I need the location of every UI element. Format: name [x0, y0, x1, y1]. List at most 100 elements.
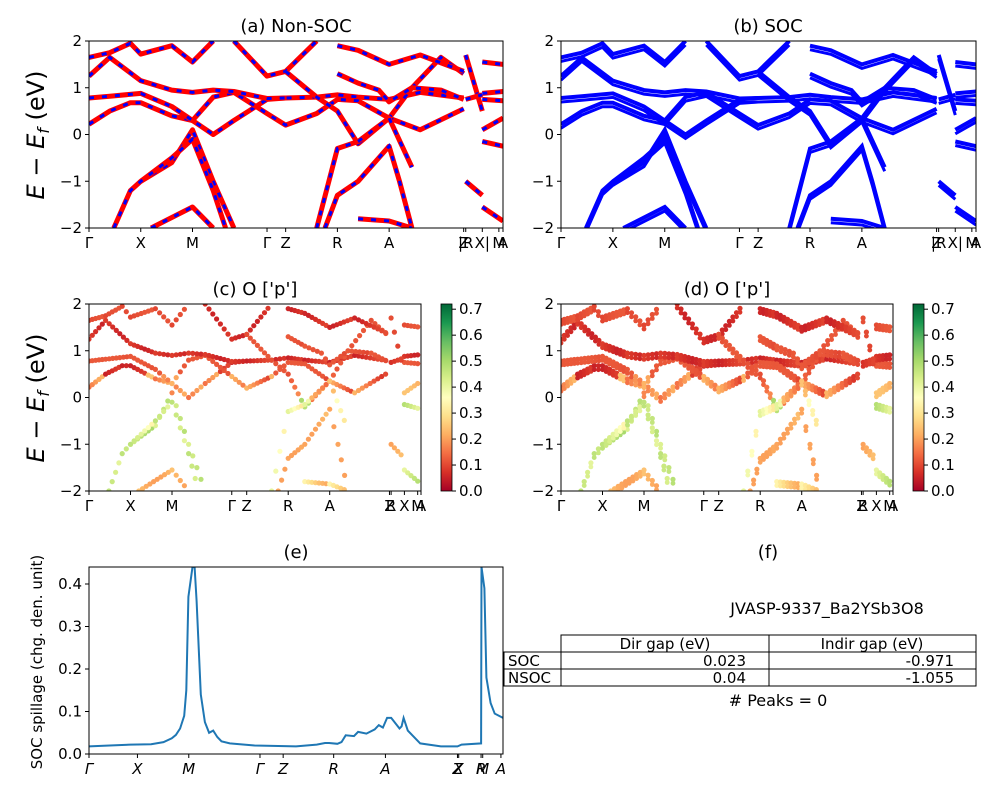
band-point: [624, 376, 631, 382]
band-point: [781, 435, 787, 441]
band-line-soc: [955, 89, 976, 96]
band-point: [674, 304, 680, 307]
band-point: [371, 378, 377, 384]
xtick-label: Z: [384, 497, 394, 515]
band-point: [173, 375, 179, 381]
band-point: [654, 355, 659, 361]
band-line-soc-split: [705, 43, 791, 82]
band-point: [807, 445, 813, 451]
ytick-label: 0: [72, 389, 82, 407]
band-line-soc-split: [612, 130, 707, 228]
band-point: [628, 351, 635, 357]
xtick-label: X: [125, 497, 135, 515]
band-point: [285, 371, 291, 377]
scatter-c: [89, 304, 421, 491]
band-point: [753, 372, 759, 377]
band-point: [254, 318, 260, 324]
band-point: [571, 378, 577, 384]
band-point: [165, 377, 171, 383]
band-point: [653, 351, 660, 357]
band-point: [338, 353, 344, 359]
band-point: [269, 357, 275, 363]
band-point: [749, 368, 755, 374]
xtick-label: Z: [931, 234, 941, 252]
band-point: [792, 389, 797, 395]
band-point: [686, 371, 692, 378]
band-point: [190, 453, 196, 459]
band-point: [686, 320, 691, 326]
band-point: [109, 479, 115, 485]
band-point: [682, 311, 688, 317]
band-point: [820, 358, 826, 363]
band-point: [123, 363, 129, 369]
band-point: [723, 323, 729, 329]
band-line-soc-split: [938, 97, 956, 105]
band-point: [338, 408, 344, 414]
band-point: [737, 353, 743, 359]
band-point: [637, 404, 643, 410]
band-point: [292, 384, 298, 390]
ylabel-top: E − Ef (eV): [22, 71, 53, 200]
band-point: [806, 488, 812, 491]
band-line-nonsoc: [111, 136, 228, 228]
band-point: [839, 385, 845, 390]
cell-soc-indir: -0.971: [906, 652, 954, 670]
band-point: [678, 310, 684, 316]
band-point: [641, 326, 647, 332]
band-point: [568, 381, 574, 386]
xtick-label: Γ: [228, 497, 237, 515]
band-point: [251, 323, 257, 329]
band-point: [281, 428, 287, 434]
ytick-label: 2: [72, 32, 82, 50]
band-point: [708, 379, 714, 385]
ytick-label: 1: [72, 342, 82, 360]
band-point: [658, 451, 664, 457]
band-point: [119, 363, 125, 369]
band-point: [316, 421, 322, 427]
band-line-soc-dashed: [89, 41, 215, 65]
band-point: [682, 363, 688, 368]
band-point: [415, 352, 421, 358]
band-point: [624, 306, 631, 312]
band-point: [581, 483, 587, 488]
band-line-soc-dashed: [481, 116, 503, 132]
band-point: [161, 378, 167, 384]
band-point: [338, 360, 344, 366]
band-point: [803, 424, 809, 430]
band-point: [330, 372, 336, 378]
band-point: [633, 382, 639, 388]
band-point: [794, 356, 801, 362]
band-line-soc-dashed: [481, 205, 503, 223]
band-point: [637, 408, 643, 414]
band-point: [764, 388, 770, 394]
band-point: [697, 331, 703, 337]
band-point: [839, 322, 845, 328]
band-point: [309, 431, 315, 437]
band-point: [568, 329, 574, 335]
band-point: [658, 361, 663, 367]
band-point: [186, 357, 192, 363]
band-point: [693, 367, 699, 374]
band-point: [770, 397, 777, 403]
band-point: [641, 357, 647, 362]
band-point: [591, 363, 597, 369]
band-point: [181, 363, 187, 369]
band-point: [843, 378, 849, 384]
band-point: [803, 376, 808, 382]
ytick-label: 0.4: [58, 575, 82, 593]
band-point: [658, 441, 664, 447]
band-point: [813, 422, 819, 427]
ytick-label: 1: [544, 79, 554, 97]
xtick-label: Z: [459, 234, 469, 252]
band-point: [813, 487, 819, 491]
band-point: [152, 350, 158, 356]
band-point: [658, 455, 663, 460]
band-point: [658, 399, 663, 404]
band-point: [177, 415, 183, 422]
band-point: [221, 326, 227, 332]
ytick-label: −1: [532, 435, 554, 453]
band-point: [192, 475, 198, 482]
band-point: [138, 431, 144, 437]
band-point: [690, 369, 695, 374]
